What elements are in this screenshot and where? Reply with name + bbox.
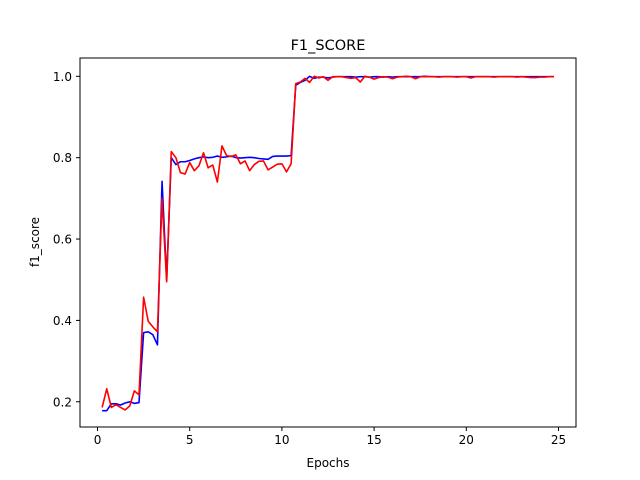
y-tick-label: 0.6 <box>53 233 72 247</box>
y-tick-label: 1.0 <box>53 70 72 84</box>
x-tick-label: 5 <box>186 433 194 447</box>
y-tick-label: 0.4 <box>53 314 72 328</box>
y-tick-label: 0.2 <box>53 395 72 409</box>
x-tick-label: 10 <box>274 433 289 447</box>
y-tick-label: 0.8 <box>53 151 72 165</box>
chart-title: F1_SCORE <box>291 38 366 54</box>
series-line-2 <box>101 75 554 411</box>
x-axis-ticks: 0 5 10 15 20 25 <box>94 427 566 447</box>
x-axis-label: Epochs <box>307 456 350 470</box>
x-tick-label: 15 <box>366 433 381 447</box>
y-axis-label: f1_score <box>28 217 42 267</box>
x-tick-label: 20 <box>459 433 474 447</box>
x-tick-label: 25 <box>551 433 566 447</box>
axes-frame <box>79 57 577 428</box>
plot-area <box>101 75 554 412</box>
y-axis-ticks: 0.2 0.4 0.6 0.8 1.0 <box>53 70 80 409</box>
x-tick-label: 0 <box>94 433 102 447</box>
